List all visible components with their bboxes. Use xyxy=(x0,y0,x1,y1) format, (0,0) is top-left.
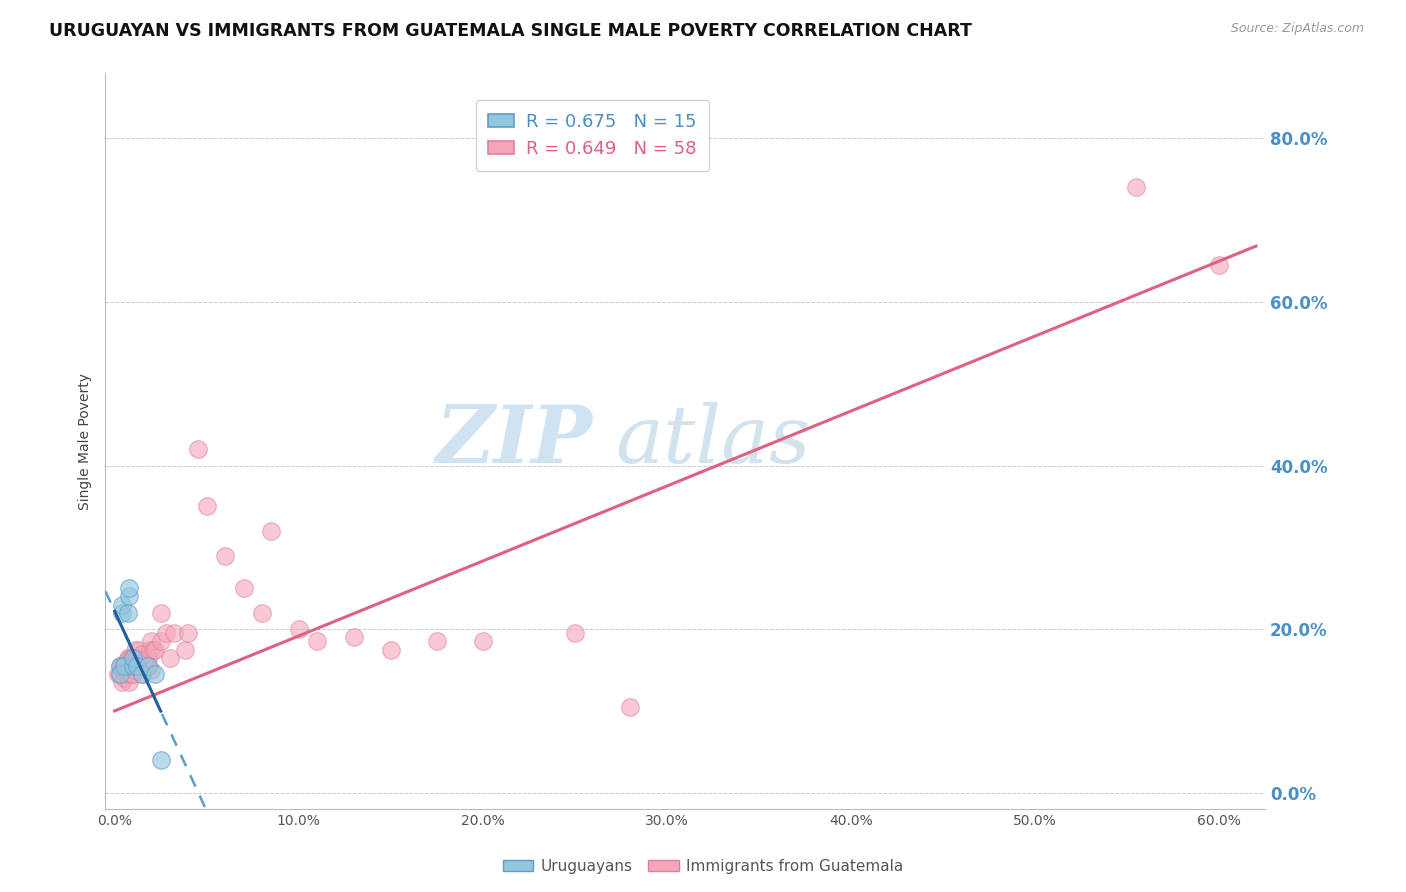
Point xyxy=(143,642,166,657)
Y-axis label: Single Male Poverty: Single Male Poverty xyxy=(79,373,93,509)
Point xyxy=(155,626,177,640)
Point xyxy=(149,634,172,648)
Point xyxy=(471,634,494,648)
Point xyxy=(122,650,145,665)
Point xyxy=(131,647,153,661)
Text: ZIP: ZIP xyxy=(436,402,592,480)
Point xyxy=(118,590,141,604)
Point xyxy=(136,650,159,665)
Point xyxy=(118,581,141,595)
Point xyxy=(122,659,145,673)
Point xyxy=(112,659,135,673)
Point xyxy=(131,667,153,681)
Point xyxy=(108,659,131,673)
Point xyxy=(108,659,131,673)
Point xyxy=(111,659,134,673)
Point xyxy=(1125,180,1147,194)
Legend: Uruguayans, Immigrants from Guatemala: Uruguayans, Immigrants from Guatemala xyxy=(496,853,910,880)
Point xyxy=(619,699,641,714)
Point xyxy=(173,642,195,657)
Point xyxy=(122,650,145,665)
Point xyxy=(149,606,172,620)
Point xyxy=(232,581,254,595)
Point xyxy=(1208,258,1230,272)
Point xyxy=(108,667,131,681)
Point xyxy=(111,675,134,690)
Point xyxy=(111,598,134,612)
Point xyxy=(122,659,145,673)
Legend: R = 0.675   N = 15, R = 0.649   N = 58: R = 0.675 N = 15, R = 0.649 N = 58 xyxy=(475,101,710,170)
Point xyxy=(108,667,131,681)
Point xyxy=(186,442,208,457)
Point xyxy=(426,634,449,648)
Point xyxy=(125,659,148,673)
Point xyxy=(143,667,166,681)
Point xyxy=(195,500,218,514)
Point xyxy=(114,655,136,669)
Point xyxy=(380,642,402,657)
Point xyxy=(135,650,157,665)
Point xyxy=(107,667,129,681)
Point xyxy=(136,659,159,673)
Point xyxy=(128,642,150,657)
Point xyxy=(124,663,146,677)
Point xyxy=(125,650,148,665)
Point xyxy=(343,630,366,644)
Text: URUGUAYAN VS IMMIGRANTS FROM GUATEMALA SINGLE MALE POVERTY CORRELATION CHART: URUGUAYAN VS IMMIGRANTS FROM GUATEMALA S… xyxy=(49,22,972,40)
Point xyxy=(118,650,141,665)
Point xyxy=(260,524,283,538)
Point xyxy=(120,650,142,665)
Point xyxy=(118,659,141,673)
Point xyxy=(114,667,136,681)
Point xyxy=(120,667,142,681)
Point xyxy=(141,634,163,648)
Point xyxy=(134,659,156,673)
Point xyxy=(141,663,163,677)
Point xyxy=(112,671,135,685)
Point xyxy=(111,606,134,620)
Point xyxy=(162,626,184,640)
Point xyxy=(142,642,165,657)
Point xyxy=(124,642,146,657)
Point xyxy=(128,659,150,673)
Point xyxy=(149,753,172,767)
Point xyxy=(287,622,309,636)
Point xyxy=(214,549,236,563)
Point xyxy=(125,659,148,673)
Point xyxy=(307,634,329,648)
Text: atlas: atlas xyxy=(616,402,811,480)
Point xyxy=(250,606,273,620)
Point xyxy=(564,626,586,640)
Point xyxy=(122,667,145,681)
Point xyxy=(131,667,153,681)
Point xyxy=(112,659,135,673)
Point xyxy=(117,667,139,681)
Text: Source: ZipAtlas.com: Source: ZipAtlas.com xyxy=(1230,22,1364,36)
Point xyxy=(177,626,200,640)
Point xyxy=(118,675,141,690)
Point xyxy=(117,606,139,620)
Point xyxy=(138,642,160,657)
Point xyxy=(117,650,139,665)
Point xyxy=(159,650,181,665)
